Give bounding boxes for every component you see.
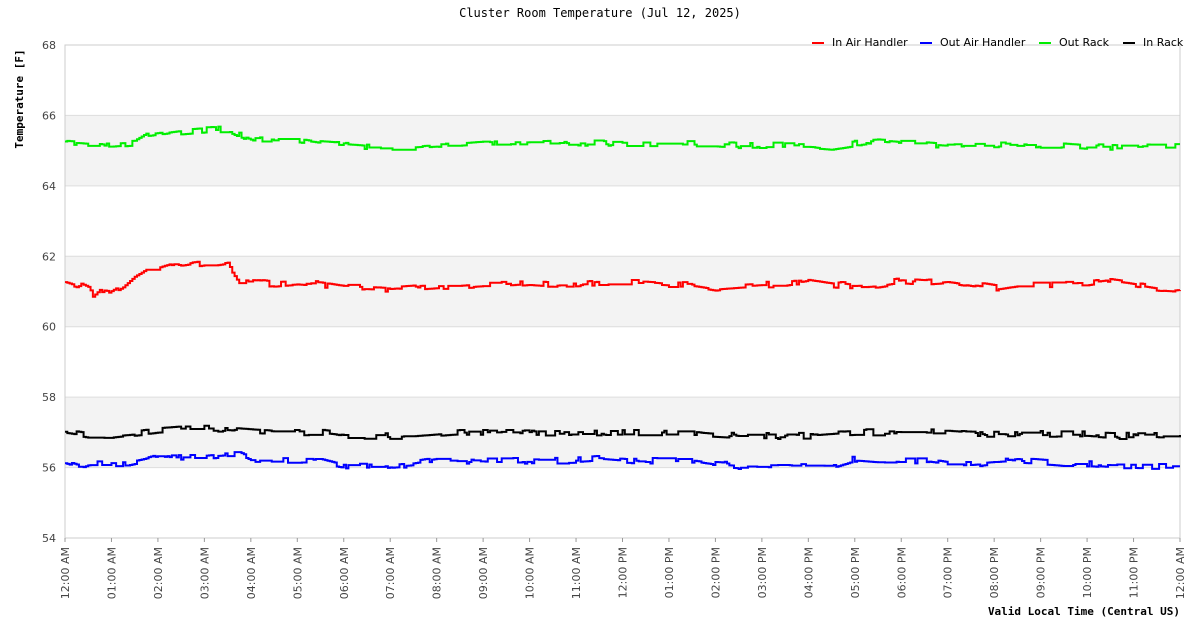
y-tick-label: 60 — [42, 321, 56, 334]
x-tick-label: 01:00 AM — [105, 547, 118, 599]
x-tick-label: 09:00 PM — [1035, 547, 1048, 598]
y-tick-label: 64 — [42, 180, 56, 193]
x-tick-label: 10:00 PM — [1081, 547, 1094, 598]
y-axis-title: Temperature [F] — [13, 49, 26, 148]
x-tick-label: 05:00 PM — [849, 547, 862, 598]
y-tick-label: 56 — [42, 462, 56, 475]
legend-label: In Air Handler — [832, 36, 908, 49]
grid-bands — [65, 115, 1180, 468]
series-line-in-rack — [65, 424, 1181, 440]
legend-label: Out Rack — [1059, 36, 1110, 49]
y-tick-label: 68 — [42, 39, 56, 52]
y-tick-label: 62 — [42, 250, 56, 263]
x-tick-label: 10:00 AM — [524, 547, 537, 599]
x-tick-label: 04:00 AM — [245, 547, 258, 599]
y-axis-ticks: 54 56 58 60 62 64 66 68 — [42, 39, 56, 545]
y-tick-label: 54 — [42, 532, 56, 545]
y-tick-label: 66 — [42, 109, 56, 122]
series-line-out-rack — [65, 125, 1180, 151]
x-tick-label: 04:00 PM — [802, 547, 815, 598]
legend-label: In Rack — [1143, 36, 1184, 49]
x-tick-label: 02:00 PM — [709, 547, 722, 598]
series-line-out-air-handler — [65, 451, 1180, 470]
x-axis-ticks: 12:00 AM 01:00 AM 02:00 AM 03:00 AM 04:00 AM… — [59, 538, 1187, 599]
x-tick-label: 12:00 PM — [617, 547, 630, 598]
x-tick-label: 07:00 PM — [942, 547, 955, 598]
x-tick-label: 03:00 AM — [198, 547, 211, 599]
grid-band — [65, 115, 1180, 186]
x-tick-label: 11:00 PM — [1128, 547, 1141, 598]
x-tick-label: 02:00 AM — [152, 547, 165, 599]
x-tick-label: 06:00 PM — [895, 547, 908, 598]
series-line-in-air-handler — [65, 260, 1181, 298]
x-tick-label: 07:00 AM — [384, 547, 397, 599]
x-tick-label: 12:00 AM — [59, 547, 72, 599]
x-tick-label: 03:00 PM — [756, 547, 769, 598]
legend: In Air Handler Out Air Handler Out Rack In … — [812, 36, 1184, 49]
x-tick-label: 09:00 AM — [477, 547, 490, 599]
x-axis-title: Valid Local Time (Central US) — [988, 605, 1180, 618]
x-tick-label: 08:00 AM — [431, 547, 444, 599]
x-tick-label: 11:00 AM — [570, 547, 583, 599]
y-tick-label: 58 — [42, 391, 56, 404]
legend-label: Out Air Handler — [940, 36, 1026, 49]
x-tick-label: 12:00 AM — [1174, 547, 1187, 599]
x-tick-label: 01:00 PM — [663, 547, 676, 598]
chart-title: Cluster Room Temperature (Jul 12, 2025) — [459, 6, 741, 20]
x-tick-label: 06:00 AM — [338, 547, 351, 599]
x-tick-label: 08:00 PM — [988, 547, 1001, 598]
x-tick-label: 05:00 AM — [291, 547, 304, 599]
grid-band — [65, 256, 1180, 327]
series-layer — [65, 125, 1181, 470]
